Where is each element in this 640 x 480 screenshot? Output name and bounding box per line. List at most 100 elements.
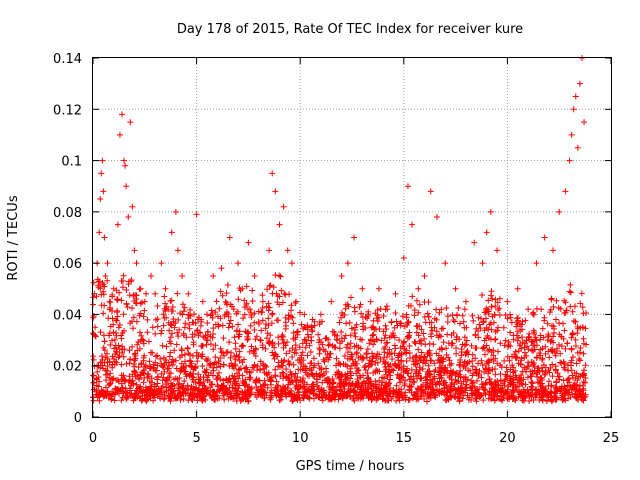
data-point [184, 344, 191, 351]
data-point [163, 381, 170, 388]
data-point [407, 355, 414, 362]
data-point [355, 366, 362, 373]
data-point [483, 307, 490, 314]
data-point [220, 361, 227, 368]
data-point [276, 301, 283, 308]
data-point [568, 334, 575, 341]
data-point [519, 368, 526, 375]
data-point [398, 351, 405, 358]
data-point [225, 310, 232, 317]
data-point [532, 334, 539, 341]
data-point [536, 379, 543, 386]
data-point [374, 307, 381, 314]
data-point [100, 332, 107, 339]
data-point [582, 325, 589, 332]
data-point [283, 373, 290, 380]
data-point [538, 393, 545, 400]
data-point [148, 379, 155, 386]
y-tick-label: 0.04 [53, 308, 82, 323]
data-point [179, 365, 186, 372]
data-point [306, 342, 313, 349]
data-point [485, 335, 492, 342]
data-point [477, 325, 484, 332]
data-point [225, 379, 232, 386]
data-point [542, 343, 549, 350]
data-point [212, 392, 219, 399]
data-point [123, 360, 130, 367]
data-point [506, 357, 513, 364]
data-point [523, 366, 530, 373]
data-point [412, 370, 419, 377]
data-point [193, 384, 200, 391]
data-point [275, 334, 282, 341]
data-point [462, 298, 469, 305]
data-point [466, 394, 473, 401]
data-point [235, 321, 242, 328]
data-point [187, 386, 194, 393]
data-point [102, 272, 109, 279]
data-point [154, 303, 161, 310]
data-point [105, 382, 112, 389]
data-point [154, 380, 161, 387]
data-point [571, 303, 578, 310]
data-point [431, 360, 438, 367]
data-point [298, 321, 305, 328]
data-point [242, 376, 249, 383]
data-point [476, 367, 483, 374]
data-point [542, 350, 549, 357]
data-point [116, 289, 123, 296]
data-point [90, 294, 97, 301]
data-point [579, 304, 586, 311]
data-point [475, 314, 482, 321]
data-point [580, 371, 587, 378]
data-point [489, 313, 496, 320]
data-point [183, 385, 190, 392]
data-point [272, 366, 279, 373]
data-point [292, 342, 299, 349]
data-point [266, 304, 273, 311]
data-point [134, 347, 141, 354]
data-point [210, 272, 217, 279]
data-point [108, 393, 115, 400]
data-point [141, 298, 148, 305]
data-point [100, 344, 107, 351]
data-point [119, 277, 126, 284]
data-point [472, 389, 479, 396]
data-point [462, 387, 469, 394]
data-point [240, 356, 247, 363]
data-point [158, 330, 165, 337]
data-point [455, 386, 462, 393]
data-point [460, 318, 467, 325]
data-point [365, 363, 372, 370]
data-point [362, 314, 369, 321]
data-point [580, 310, 587, 317]
data-point [428, 389, 435, 396]
data-point [162, 300, 169, 307]
data-point [174, 247, 181, 254]
data-point [269, 311, 276, 318]
data-point [162, 377, 169, 384]
data-point [258, 308, 265, 315]
data-point [219, 322, 226, 329]
data-point [136, 384, 143, 391]
data-point [410, 373, 417, 380]
data-points [90, 55, 590, 405]
data-point [139, 336, 146, 343]
data-point [174, 376, 181, 383]
data-point [450, 317, 457, 324]
data-point [387, 372, 394, 379]
data-point [381, 335, 388, 342]
data-point [223, 385, 230, 392]
data-point [176, 326, 183, 333]
data-point [364, 384, 371, 391]
data-point [239, 377, 246, 384]
data-point [443, 305, 450, 312]
data-point [267, 282, 274, 289]
data-point [405, 318, 412, 325]
data-point [233, 391, 240, 398]
data-point [422, 319, 429, 326]
data-point [119, 329, 126, 336]
data-point [426, 347, 433, 354]
data-point [564, 340, 571, 347]
data-point [150, 365, 157, 372]
